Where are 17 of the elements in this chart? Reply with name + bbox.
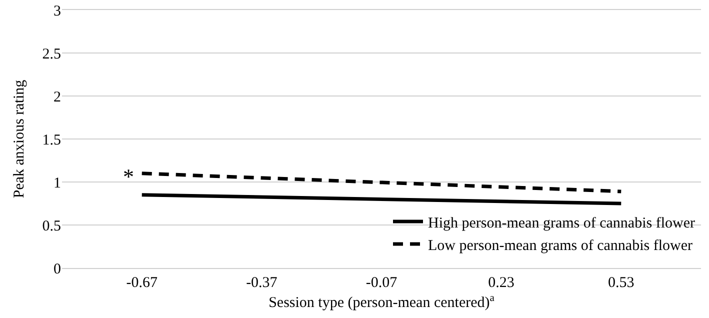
y-axis-title: Peak anxious rating: [12, 79, 28, 198]
annotation: *: [123, 164, 134, 189]
y-tick-label: 0: [54, 261, 61, 278]
y-tick-label: 1.5: [42, 132, 61, 148]
x-axis-title: Session type (person-mean centered)$^{a}$: [268, 292, 495, 312]
y-tick-label: 2: [54, 89, 61, 106]
legend-label: High person-mean grams of cannabis flower: [428, 215, 695, 232]
y-tick-label: 2.5: [42, 46, 61, 62]
x-tick-label: 0.23: [488, 275, 514, 292]
y-tick-label: 3: [54, 3, 61, 20]
x-tick-label: -0.37: [246, 275, 278, 292]
x-tick-label: 0.53: [608, 275, 634, 292]
x-tick-label: -0.67: [126, 275, 158, 292]
x-tick-label: -0.07: [366, 275, 398, 292]
y-tick-label: 0.5: [42, 218, 61, 234]
legend-label: Low person-mean grams of cannabis flower: [428, 238, 692, 254]
y-tick-label: 1: [54, 175, 61, 192]
